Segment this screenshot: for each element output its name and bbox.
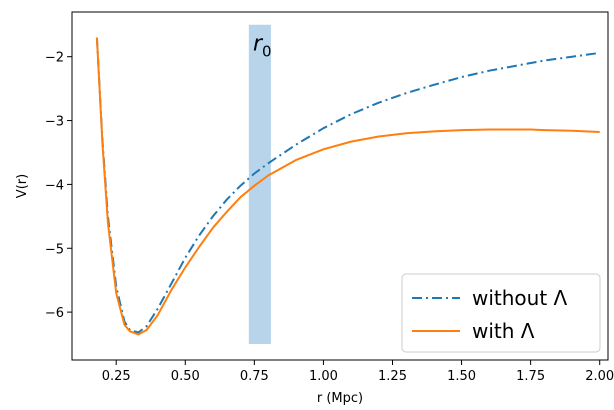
y-axis-ticks: −6 −5 −4 −3 −2 (45, 51, 72, 321)
series-line-without-lambda (95, 37, 600, 334)
x-tick-label: 0.50 (171, 369, 200, 384)
x-tick-label: 2.00 (585, 369, 614, 384)
y-tick-label: −5 (45, 242, 64, 257)
x-tick-label: 1.25 (378, 369, 407, 384)
y-tick-label: −6 (45, 306, 64, 321)
legend-box (401, 273, 601, 353)
x-axis-ticks: 0.25 0.50 0.75 1.00 1.25 1.50 1.75 2.00 (102, 360, 614, 384)
y-tick-label: −3 (45, 115, 64, 130)
y-tick-label: −4 (45, 178, 64, 193)
x-tick-label: 1.75 (516, 369, 545, 384)
x-tick-label: 0.25 (102, 369, 131, 384)
plot-frame (71, 11, 609, 361)
series-layer (95, 37, 600, 336)
x-tick-label: 1.00 (309, 369, 338, 384)
r0-annotation: r0 (253, 31, 272, 60)
legend: without Λ with Λ (401, 273, 601, 353)
x-axis-label: r (Mpc) (317, 391, 363, 406)
y-tick-label: −2 (45, 51, 64, 66)
x-tick-label: 0.75 (240, 369, 269, 384)
series-line-with-lambda (95, 37, 600, 336)
legend-label-with-lambda: with Λ (472, 319, 535, 343)
r0-annotation-subscript: 0 (262, 42, 272, 60)
y-axis-label: V(r) (15, 174, 30, 198)
legend-label-without-lambda: without Λ (472, 286, 568, 310)
r0-annotation-main: r (253, 31, 264, 56)
x-tick-label: 1.50 (447, 369, 476, 384)
r0-band (248, 24, 271, 345)
r0-band-layer (248, 24, 271, 345)
